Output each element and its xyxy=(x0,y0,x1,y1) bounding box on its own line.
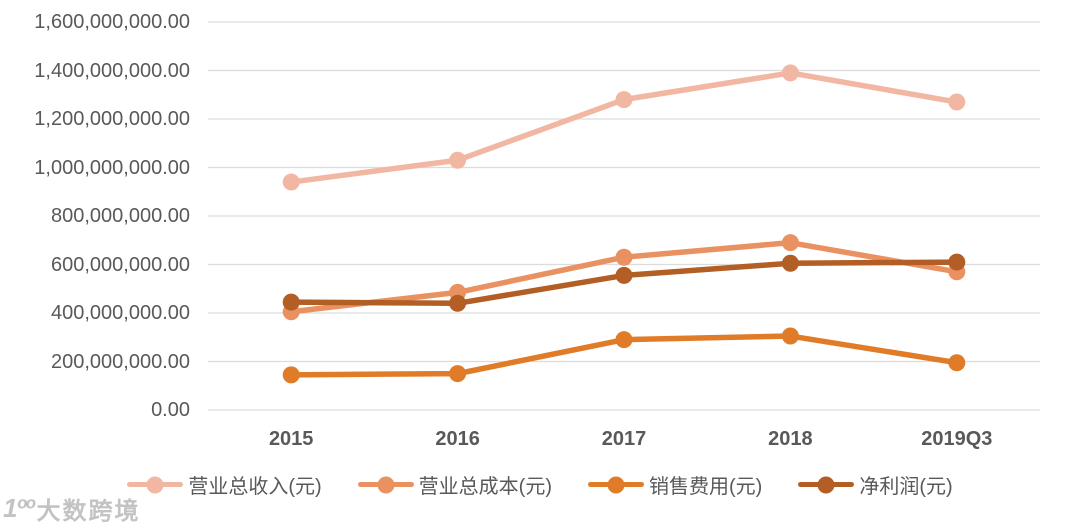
legend-item-net-profit: 净利润(元) xyxy=(798,470,953,499)
data-point-total-revenue-2016 xyxy=(449,151,467,169)
data-point-total-revenue-2019Q3 xyxy=(948,93,966,111)
legend-dot-icon xyxy=(817,476,835,493)
y-axis-tick-label: 0.00 xyxy=(151,399,190,421)
legend-marker-icon xyxy=(588,476,644,493)
data-point-total-cost-2017 xyxy=(615,248,633,266)
legend-dot-icon xyxy=(607,476,625,493)
y-axis-tick-label: 1,400,000,000.00 xyxy=(34,59,190,82)
data-point-total-revenue-2015 xyxy=(282,173,300,191)
data-point-net-profit-2017 xyxy=(615,266,633,284)
legend-item-total-revenue: 营业总收入(元) xyxy=(127,470,322,499)
legend-label: 营业总成本(元) xyxy=(418,476,552,498)
y-axis-tick-label: 400,000,000.00 xyxy=(50,302,190,324)
legend-item-total-cost: 营业总成本(元) xyxy=(357,470,552,499)
data-point-net-profit-2018 xyxy=(781,254,799,272)
legend-label: 销售费用(元) xyxy=(649,476,763,498)
legend-dot-icon xyxy=(377,476,395,493)
y-axis-tick-label: 800,000,000.00 xyxy=(50,205,190,227)
legend-label: 净利润(元) xyxy=(859,476,953,498)
y-axis-tick-label: 200,000,000.00 xyxy=(50,350,190,373)
data-point-net-profit-2019Q3 xyxy=(948,253,966,271)
legend-item-selling-expense: 销售费用(元) xyxy=(588,470,762,499)
data-point-selling-expense-2017 xyxy=(615,331,633,349)
data-point-selling-expense-2018 xyxy=(781,327,799,345)
legend-label: 营业总收入(元) xyxy=(188,476,322,498)
x-axis-tick-label: 2016 xyxy=(435,428,480,450)
legend-dot-icon xyxy=(146,476,164,493)
legend-marker-icon xyxy=(127,476,184,493)
x-axis-tick-label: 2017 xyxy=(601,428,647,450)
data-point-total-revenue-2017 xyxy=(615,91,633,109)
legend: 营业总收入(元) 营业总成本(元) 销售费用(元) 净利润(元) xyxy=(0,470,1080,499)
x-axis-tick-label: 2015 xyxy=(268,428,314,450)
series-line-total-revenue xyxy=(288,70,960,185)
y-axis-tick-label: 1,000,000,000.00 xyxy=(34,156,190,179)
y-axis-tick-label: 1,600,000,000.00 xyxy=(34,11,190,33)
data-point-net-profit-2015 xyxy=(282,293,300,311)
legend-marker-icon xyxy=(798,476,855,493)
y-axis-tick-label: 1,200,000,000.00 xyxy=(34,108,190,130)
data-point-selling-expense-2019Q3 xyxy=(948,354,966,372)
data-point-total-cost-2018 xyxy=(781,234,799,252)
data-point-selling-expense-2015 xyxy=(282,366,300,384)
data-point-total-revenue-2018 xyxy=(781,64,799,82)
x-axis-tick-label: 2019Q3 xyxy=(921,428,993,450)
legend-marker-icon xyxy=(357,476,414,493)
x-axis-tick-label: 2018 xyxy=(768,428,813,450)
data-point-selling-expense-2016 xyxy=(449,365,467,383)
y-axis-tick-label: 600,000,000.00 xyxy=(50,253,190,276)
data-point-net-profit-2016 xyxy=(449,294,467,312)
